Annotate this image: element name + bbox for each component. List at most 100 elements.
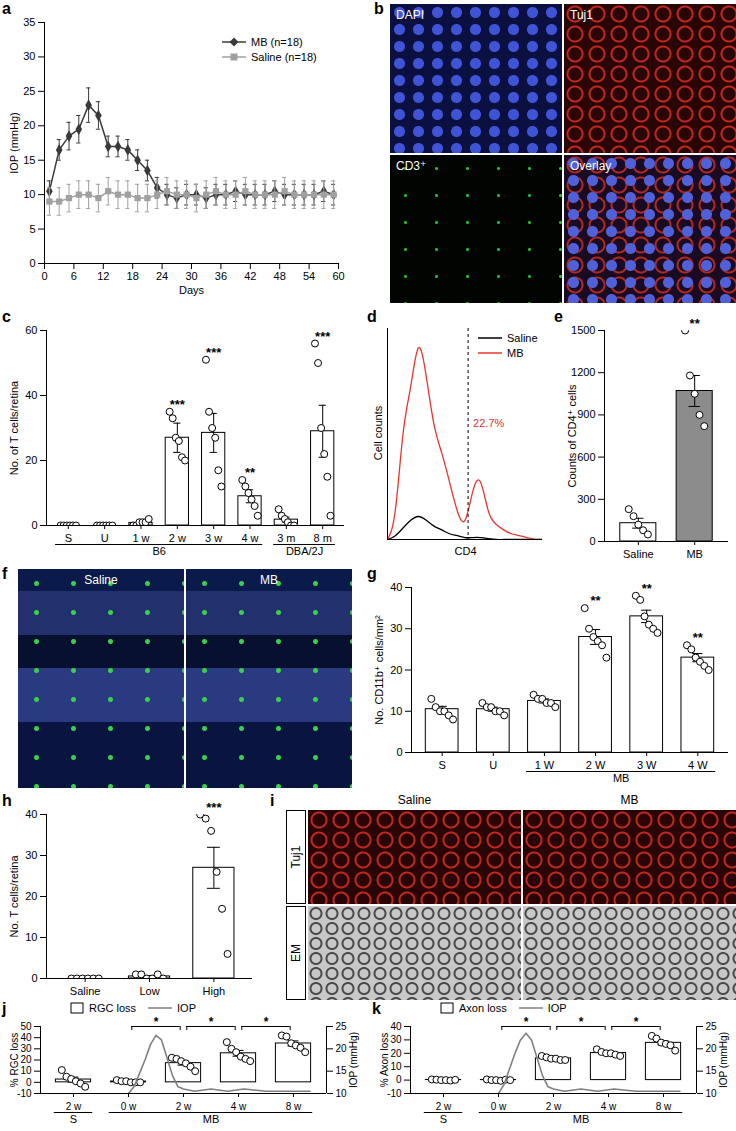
- svg-text:2 w: 2 w: [169, 532, 186, 544]
- svg-text:*: *: [579, 1015, 584, 1029]
- svg-text:10: 10: [390, 1061, 402, 1072]
- svg-text:60: 60: [25, 324, 37, 336]
- svg-text:S: S: [440, 1113, 447, 1125]
- svg-text:DBA/2J: DBA/2J: [286, 545, 323, 557]
- svg-text:20: 20: [25, 890, 37, 902]
- svg-text:1500: 1500: [571, 324, 595, 336]
- svg-text:IOP (mmHg): IOP (mmHg): [718, 1032, 729, 1088]
- svg-text:1 W: 1 W: [535, 759, 555, 771]
- svg-text:IOP (mmHg): IOP (mmHg): [8, 112, 20, 174]
- svg-text:U: U: [489, 759, 497, 771]
- svg-text:30: 30: [23, 50, 35, 62]
- svg-text:2 w: 2 w: [546, 1101, 562, 1112]
- svg-text:10: 10: [20, 1065, 32, 1076]
- svg-text:*: *: [524, 1015, 529, 1029]
- svg-text:40: 40: [390, 1021, 402, 1032]
- svg-text:High: High: [203, 985, 226, 997]
- svg-text:20: 20: [706, 1043, 718, 1054]
- svg-text:*: *: [634, 1015, 639, 1029]
- svg-text:MB: MB: [573, 1113, 590, 1125]
- svg-text:**: **: [693, 630, 704, 645]
- svg-text:40: 40: [25, 808, 37, 820]
- svg-text:-10: -10: [387, 1088, 402, 1099]
- svg-text:*: *: [209, 1015, 214, 1029]
- svg-text:3 W: 3 W: [637, 759, 657, 771]
- svg-text:40: 40: [20, 1032, 32, 1043]
- svg-text:25: 25: [23, 85, 35, 97]
- svg-text:40: 40: [390, 581, 402, 593]
- svg-text:S: S: [70, 1113, 77, 1125]
- svg-text:30: 30: [390, 1034, 402, 1045]
- svg-text:20: 20: [390, 664, 402, 676]
- svg-text:900: 900: [577, 408, 595, 420]
- svg-text:5: 5: [29, 223, 35, 235]
- svg-text:***: ***: [206, 345, 222, 360]
- svg-text:300: 300: [577, 493, 595, 505]
- svg-text:0: 0: [31, 519, 37, 531]
- svg-text:Saline: Saline: [70, 985, 101, 997]
- svg-text:No. of T cells/retina: No. of T cells/retina: [8, 380, 20, 475]
- svg-text:30: 30: [390, 622, 402, 634]
- svg-text:54: 54: [303, 270, 315, 282]
- svg-text:40: 40: [25, 389, 37, 401]
- svg-text:10: 10: [336, 1088, 348, 1099]
- svg-text:MB: MB: [686, 548, 703, 560]
- svg-text:% RGC loss: % RGC loss: [9, 1033, 20, 1087]
- svg-text:20: 20: [23, 119, 35, 131]
- svg-text:0: 0: [396, 1074, 402, 1085]
- svg-text:S: S: [65, 532, 72, 544]
- svg-text:20: 20: [336, 1043, 348, 1054]
- svg-text:No. CD11b⁺ cells/mm²: No. CD11b⁺ cells/mm²: [373, 615, 385, 725]
- svg-text:4 w: 4 w: [231, 1101, 247, 1112]
- svg-text:30: 30: [185, 270, 197, 282]
- svg-text:0: 0: [396, 746, 402, 758]
- svg-text:***: ***: [206, 800, 222, 815]
- svg-text:50: 50: [20, 1021, 32, 1032]
- svg-text:8 w: 8 w: [656, 1101, 672, 1112]
- svg-text:10: 10: [706, 1088, 718, 1099]
- svg-text:**: **: [591, 593, 602, 608]
- svg-text:1 w: 1 w: [132, 532, 149, 544]
- svg-text:600: 600: [577, 451, 595, 463]
- svg-text:**: **: [245, 465, 256, 480]
- svg-text:6: 6: [71, 270, 77, 282]
- svg-text:IOP (mmHg): IOP (mmHg): [348, 1032, 359, 1088]
- svg-text:4 w: 4 w: [241, 532, 258, 544]
- svg-text:24: 24: [156, 270, 168, 282]
- svg-text:3 w: 3 w: [205, 532, 222, 544]
- svg-text:0: 0: [29, 257, 35, 269]
- svg-text:20: 20: [20, 1054, 32, 1065]
- svg-text:**: **: [642, 581, 653, 596]
- svg-text:***: ***: [170, 397, 186, 412]
- svg-text:42: 42: [244, 270, 256, 282]
- svg-text:MB: MB: [203, 1113, 220, 1125]
- svg-text:20: 20: [390, 1048, 402, 1059]
- svg-text:60: 60: [332, 270, 344, 282]
- svg-text:10: 10: [23, 188, 35, 200]
- svg-text:0: 0: [26, 1077, 32, 1088]
- svg-text:B6: B6: [152, 545, 165, 557]
- svg-text:15: 15: [23, 154, 35, 166]
- svg-text:18: 18: [127, 270, 139, 282]
- svg-text:20: 20: [25, 454, 37, 466]
- svg-text:Counts of CD4⁺ cells: Counts of CD4⁺ cells: [566, 384, 578, 488]
- svg-text:*: *: [154, 1015, 159, 1029]
- svg-text:15: 15: [706, 1065, 718, 1076]
- svg-text:10: 10: [25, 931, 37, 943]
- svg-text:48: 48: [274, 270, 286, 282]
- svg-text:30: 30: [25, 849, 37, 861]
- svg-text:% Axon loss: % Axon loss: [379, 1033, 390, 1087]
- svg-text:1200: 1200: [571, 366, 595, 378]
- svg-text:0 w: 0 w: [121, 1101, 137, 1112]
- svg-text:25: 25: [706, 1021, 718, 1032]
- svg-text:15: 15: [336, 1065, 348, 1076]
- svg-text:-10: -10: [17, 1088, 32, 1099]
- svg-text:30: 30: [20, 1043, 32, 1054]
- svg-text:8 w: 8 w: [286, 1101, 302, 1112]
- svg-text:8 m: 8 m: [314, 532, 332, 544]
- svg-text:2 w: 2 w: [66, 1101, 82, 1112]
- svg-text:4 w: 4 w: [601, 1101, 617, 1112]
- svg-text:2 W: 2 W: [586, 759, 606, 771]
- svg-text:25: 25: [336, 1021, 348, 1032]
- svg-text:*: *: [264, 1015, 269, 1029]
